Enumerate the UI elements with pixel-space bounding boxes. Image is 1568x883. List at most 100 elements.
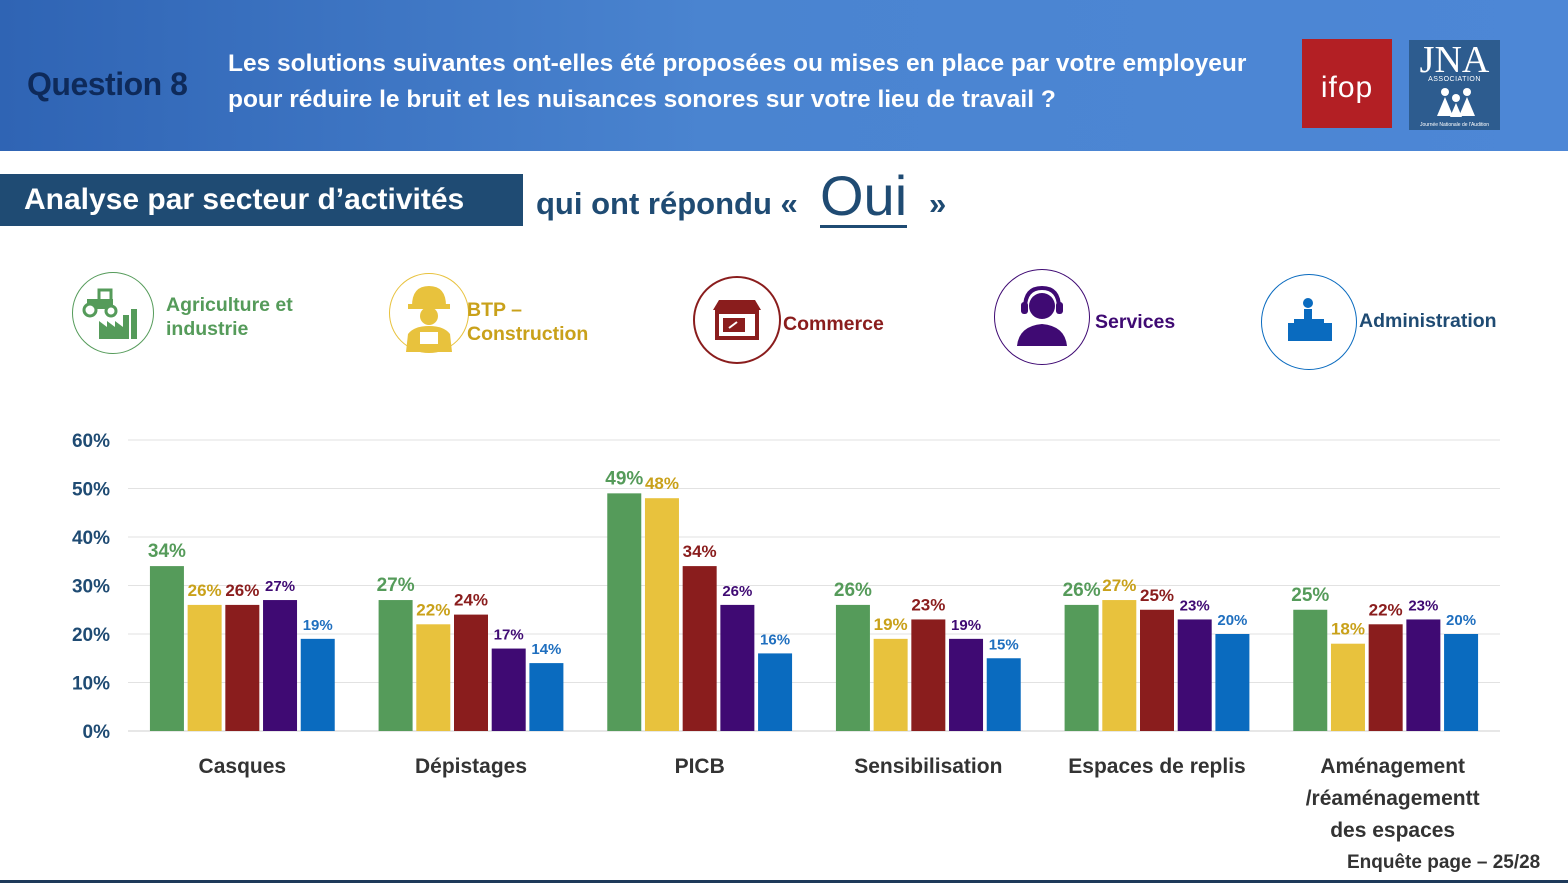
bar: [1064, 604, 1099, 731]
legend-label-btp: BTP – Construction: [467, 299, 589, 345]
bar: [225, 604, 260, 731]
data-label: 26%: [834, 580, 872, 601]
category-label: Dépistages: [415, 755, 527, 778]
close-quote: »: [929, 186, 947, 221]
data-label: 23%: [1180, 597, 1210, 614]
agriculture-icon: [72, 272, 154, 354]
category-label: des espaces: [1330, 819, 1455, 842]
bar: [873, 638, 908, 731]
btp-icon: [389, 273, 469, 353]
data-label: 25%: [1140, 586, 1174, 605]
bar: [720, 604, 755, 731]
category-label: Aménagement: [1320, 755, 1465, 778]
data-label: 19%: [874, 615, 908, 634]
bar: [1177, 619, 1212, 731]
bar: [1140, 609, 1174, 731]
oui-highlight: Oui: [820, 164, 908, 228]
data-label: 26%: [188, 581, 222, 600]
data-label: 19%: [951, 617, 981, 634]
jna-logo-assoc: ASSOCIATION: [1428, 76, 1481, 83]
y-tick-label: 60%: [72, 431, 110, 452]
bar: [1406, 619, 1441, 731]
data-label: 27%: [1102, 576, 1136, 595]
data-label: 18%: [1331, 620, 1365, 639]
bar: [607, 493, 642, 731]
bar: [149, 566, 184, 731]
bar: [1102, 600, 1137, 731]
data-label: 26%: [722, 583, 752, 600]
data-label: 15%: [989, 636, 1019, 653]
page-footer: Enquête page – 25/28: [1347, 852, 1541, 873]
bar: [682, 566, 717, 731]
data-label: 48%: [645, 474, 679, 493]
section-subtitle: qui ont répondu «: [536, 186, 798, 221]
question-text: Les solutions suivantes ont-elles été pr…: [228, 50, 1247, 113]
y-tick-label: 50%: [72, 480, 110, 501]
data-label: 16%: [760, 631, 790, 648]
y-tick-label: 10%: [72, 674, 110, 695]
data-label: 23%: [1408, 597, 1438, 614]
legend-label-administration: Administration: [1359, 310, 1497, 332]
data-label: 22%: [416, 600, 450, 619]
category-label: Espaces de replis: [1068, 755, 1245, 778]
bar: [1293, 609, 1328, 731]
jna-logo: JNA ASSOCIATION Journée Nationale de l'A…: [1409, 40, 1500, 130]
jna-people-icon: [1437, 88, 1475, 117]
category-label: Casques: [199, 755, 287, 778]
bar: [1330, 643, 1365, 731]
bar: [187, 604, 222, 731]
administration-icon: [1261, 274, 1357, 370]
bar: [454, 614, 488, 731]
data-label: 49%: [605, 468, 643, 489]
jna-logo-sub: Journée Nationale de l'Audition: [1419, 122, 1490, 128]
bar: [1215, 634, 1250, 731]
category-label: Sensibilisation: [854, 755, 1002, 778]
data-label: 24%: [454, 591, 488, 610]
bar: [835, 604, 870, 731]
bar: [491, 648, 526, 731]
legend-label-services: Services: [1095, 311, 1176, 333]
data-label: 20%: [1446, 612, 1476, 629]
bar: [911, 619, 946, 731]
category-label: /réaménagementt: [1306, 787, 1480, 810]
legend-label-agriculture: Agriculture et industrie: [166, 294, 293, 340]
bar: [300, 638, 335, 731]
data-label: 14%: [531, 641, 561, 658]
bottom-divider: [0, 880, 1568, 883]
services-icon: [994, 269, 1090, 365]
bar: [758, 653, 793, 731]
y-tick-label: 40%: [72, 528, 110, 549]
data-label: 26%: [225, 581, 259, 600]
legend-label-commerce: Commerce: [783, 313, 884, 335]
ifop-logo: ifop: [1302, 39, 1392, 128]
bar: [378, 600, 413, 731]
bar: [529, 663, 564, 731]
bar: [1368, 624, 1403, 731]
data-label: 20%: [1217, 612, 1247, 629]
y-tick-label: 20%: [72, 625, 110, 646]
data-label: 22%: [1369, 600, 1403, 619]
data-label: 27%: [265, 578, 295, 595]
section-title: Analyse par secteur d’activités: [24, 183, 465, 216]
data-label: 23%: [911, 595, 945, 614]
jna-logo-text: JNA: [1419, 40, 1490, 81]
question-label: Question 8: [27, 66, 188, 102]
bar: [263, 600, 298, 731]
bar: [416, 624, 451, 731]
bar: [986, 658, 1021, 731]
bar: [644, 498, 679, 731]
data-label: 25%: [1291, 585, 1329, 606]
data-label: 34%: [683, 542, 717, 561]
header-banner: Question 8 Les solutions suivantes ont-e…: [0, 0, 1568, 151]
category-label: PICB: [675, 755, 725, 778]
y-tick-label: 0%: [83, 722, 111, 743]
bar: [949, 638, 984, 731]
y-tick-label: 30%: [72, 577, 110, 598]
data-label: 17%: [494, 627, 524, 644]
ifop-logo-text: ifop: [1320, 71, 1374, 104]
data-label: 26%: [1063, 580, 1101, 601]
data-label: 27%: [377, 575, 415, 596]
data-label: 19%: [303, 617, 333, 634]
commerce-icon: [693, 276, 781, 364]
section-title-box: Analyse par secteur d’activités: [0, 174, 523, 226]
